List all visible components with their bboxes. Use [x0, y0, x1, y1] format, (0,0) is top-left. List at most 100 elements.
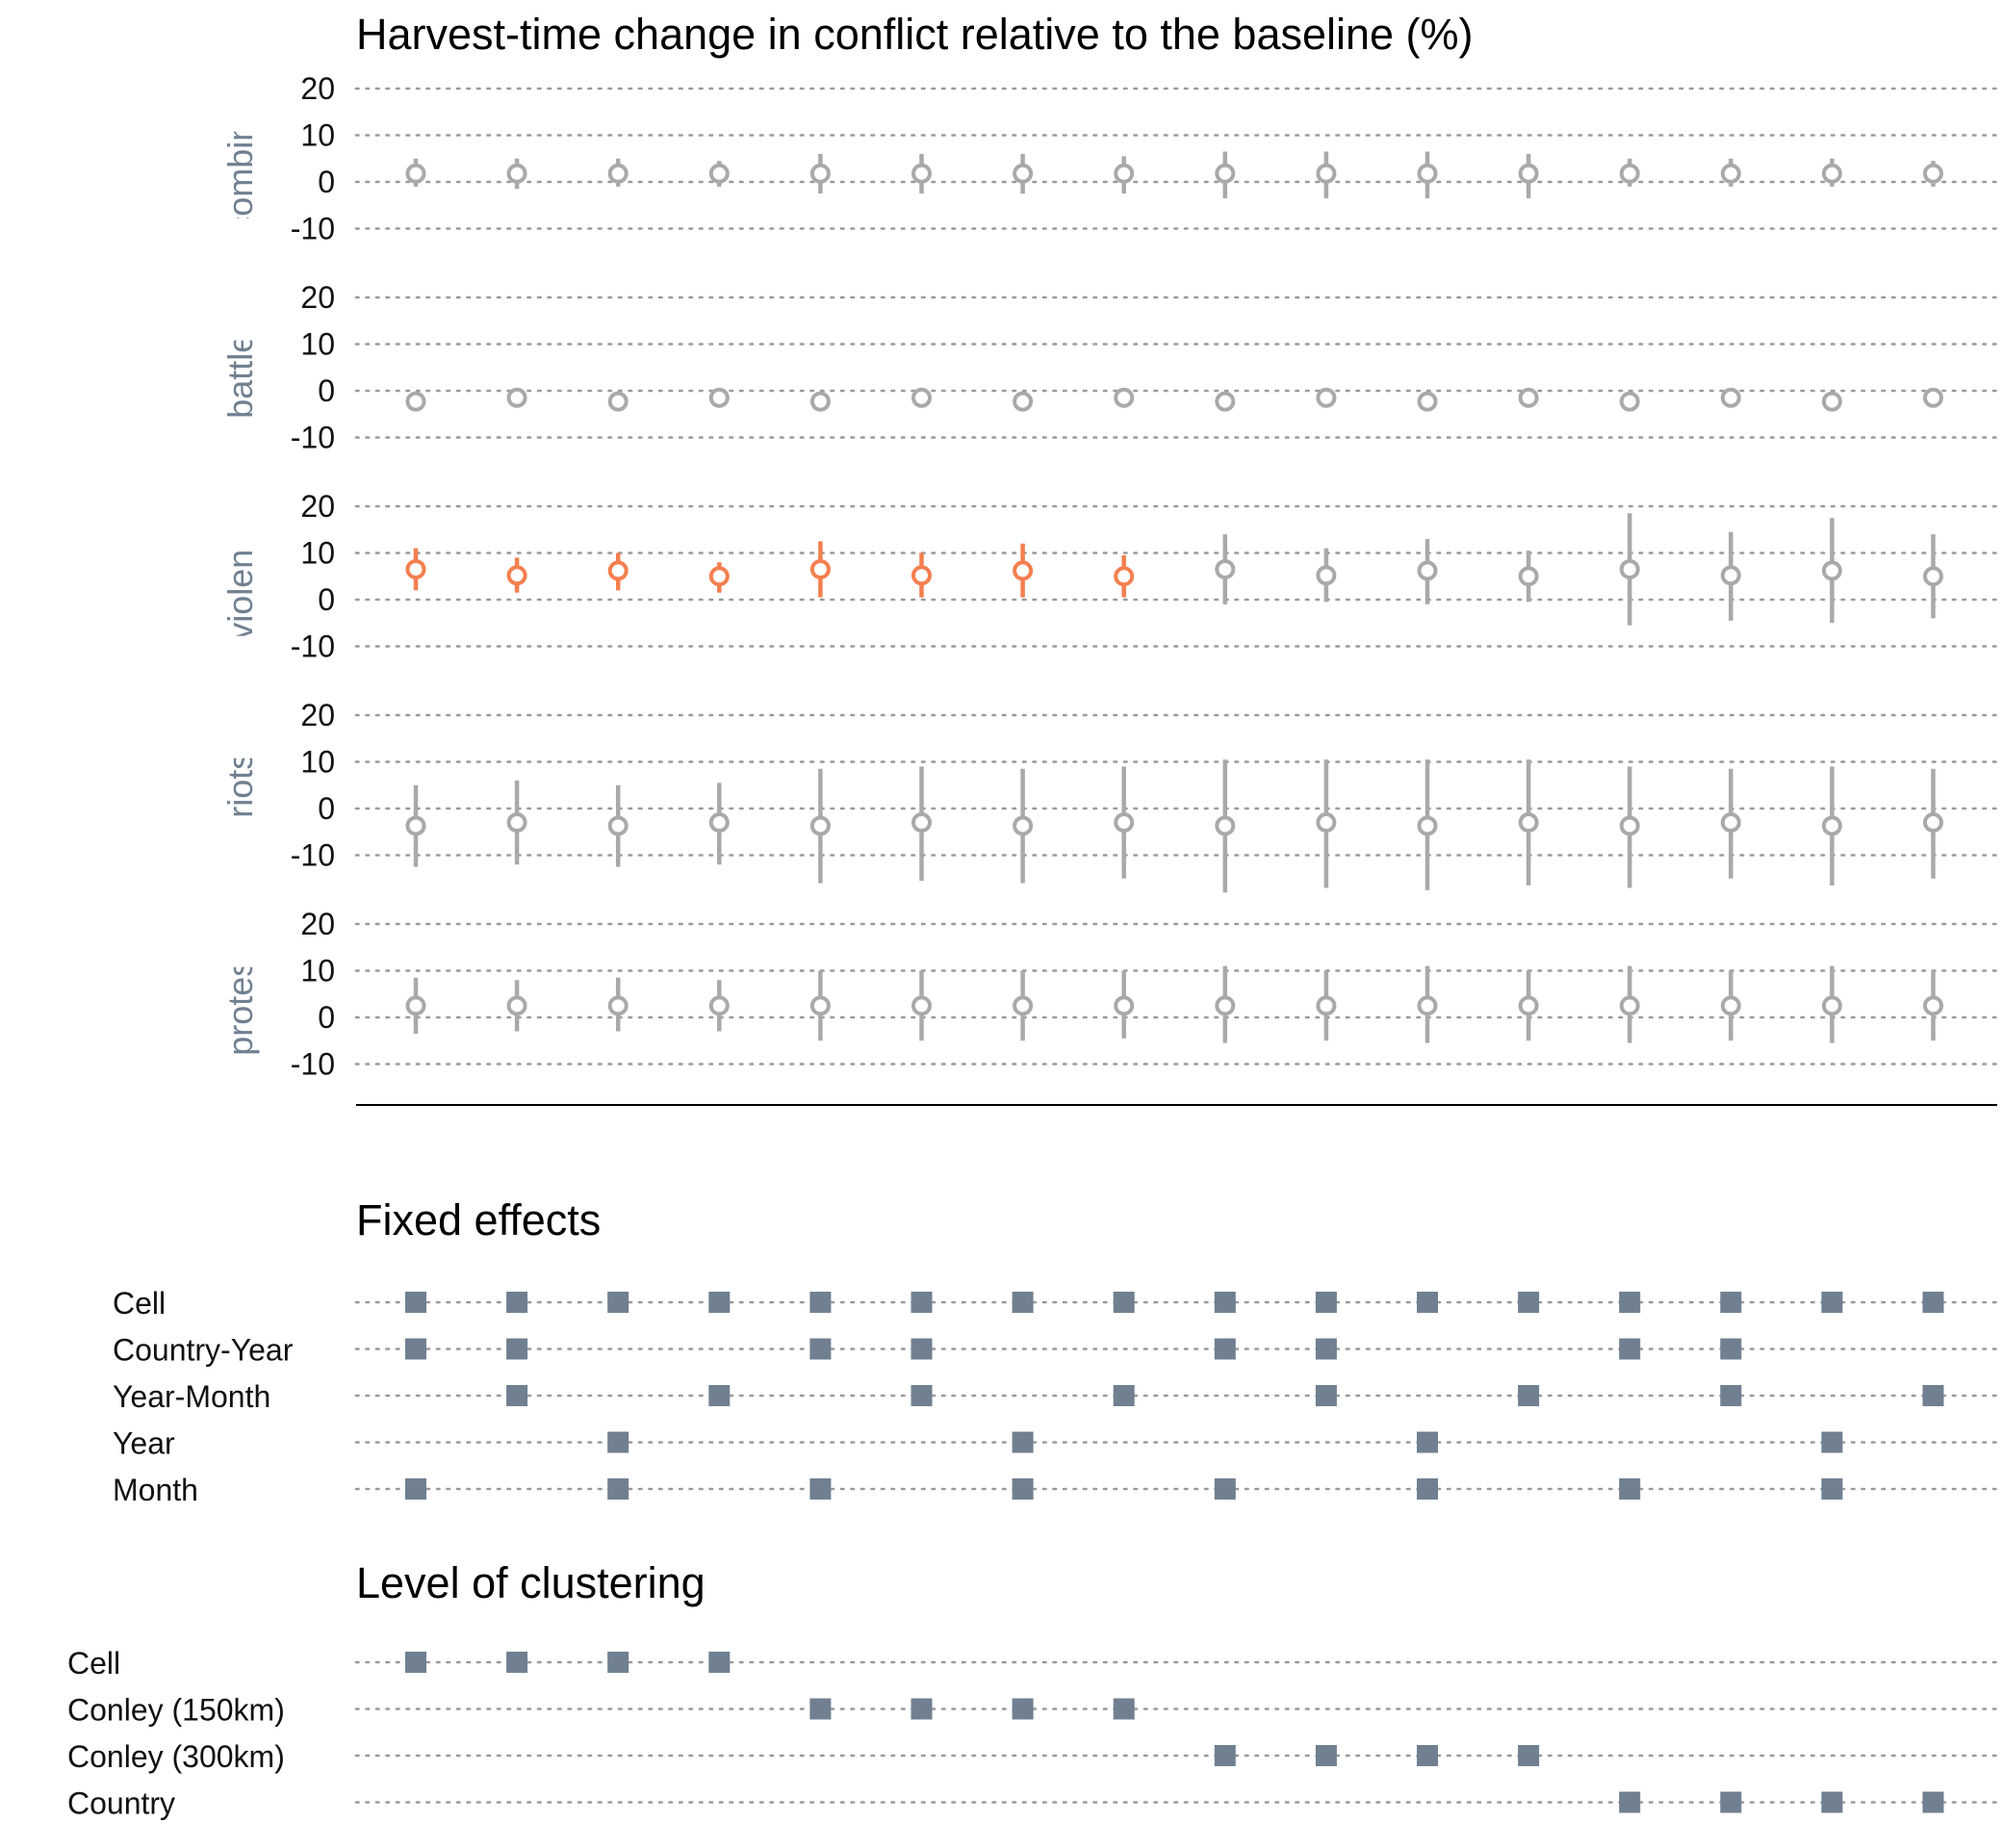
indicator-square [1417, 1292, 1438, 1313]
point-estimate [911, 163, 932, 184]
indicator-square [607, 1652, 629, 1673]
point-estimate [1316, 565, 1337, 586]
indicator-square [1315, 1338, 1337, 1360]
point-estimate [1619, 391, 1640, 412]
y-tick-label: -10 [291, 212, 335, 246]
point-estimate [1114, 995, 1135, 1016]
point-estimate [405, 391, 426, 412]
point-estimate [1619, 558, 1640, 579]
y-tick-label: 0 [318, 791, 335, 826]
point-estimate [1316, 163, 1337, 184]
point-estimate [911, 995, 932, 1016]
indicator-square [1518, 1385, 1540, 1406]
point-estimate [1316, 812, 1337, 834]
point-estimate [1518, 812, 1539, 834]
y-tick-label: 10 [300, 327, 335, 362]
point-estimate [1619, 815, 1640, 836]
point-estimate [1923, 812, 1943, 834]
indicator-square [1821, 1791, 1843, 1813]
indicator-square [809, 1338, 832, 1360]
point-estimate [405, 558, 426, 579]
point-estimate [1821, 560, 1842, 581]
point-estimate [1720, 565, 1741, 586]
point-estimate [1013, 163, 1034, 184]
point-estimate [708, 812, 730, 834]
panel-label: battles [220, 317, 260, 419]
point-estimate [708, 163, 730, 184]
row-label: Cell [67, 1646, 120, 1681]
y-tick-label: 20 [300, 698, 335, 732]
indicator-square [607, 1431, 629, 1453]
point-estimate [607, 560, 629, 581]
panel-combined: 20 10 0 -10 combined [220, 71, 1999, 246]
point-estimate [1114, 163, 1135, 184]
indicator-square [1214, 1292, 1236, 1313]
point-estimate [1619, 995, 1640, 1016]
indicator-square [809, 1478, 832, 1500]
point-estimate [809, 558, 831, 579]
y-tick-label: -10 [291, 421, 335, 455]
y-tick-label: 20 [300, 280, 335, 315]
point-estimate [607, 163, 629, 184]
indicator-square [1113, 1385, 1135, 1406]
y-tick-label: 10 [300, 118, 335, 153]
point-estimate [1923, 566, 1943, 587]
indicator-square [1821, 1478, 1843, 1500]
indicator-square [1619, 1791, 1641, 1813]
point-estimate [708, 995, 730, 1016]
point-estimate [1720, 163, 1741, 184]
indicator-square [1518, 1292, 1540, 1313]
indicator-square [1417, 1745, 1438, 1766]
point-estimate [1923, 163, 1943, 184]
indicator-square [1012, 1292, 1034, 1313]
y-tick-label: 20 [300, 489, 335, 524]
point-estimate [1821, 163, 1842, 184]
panel-label: riots [220, 753, 260, 818]
point-estimate [1114, 566, 1135, 587]
point-estimate [1316, 995, 1337, 1016]
point-estimate [405, 163, 426, 184]
point-estimate [1923, 995, 1943, 1016]
point-estimate [1417, 815, 1438, 836]
specification-tables: Fixed effects Cell Country-Year Year-Month Y… [67, 1195, 1999, 1821]
y-tick-label: -10 [291, 629, 335, 664]
row-label: Country [67, 1786, 175, 1821]
point-estimate [1518, 995, 1539, 1016]
point-estimate [1114, 387, 1135, 408]
point-estimate [1013, 391, 1034, 412]
y-tick-label: 10 [300, 954, 335, 988]
panel-label: combined [220, 84, 260, 234]
y-tick-label: 10 [300, 536, 335, 571]
indicator-table: Fixed effects Cell Country-Year Year-Month Y… [113, 1195, 1999, 1507]
indicator-square [1417, 1431, 1438, 1453]
row-label: Cell [113, 1286, 166, 1321]
indicator-square [506, 1652, 528, 1673]
point-estimate [1821, 815, 1842, 836]
point-estimate [911, 387, 932, 408]
indicator-square [1315, 1745, 1337, 1766]
point-estimate [911, 812, 932, 834]
coefficient-panels: 20 10 0 -10 combined 20 10 0 -10 battles 20 10 0 -10 v… [220, 71, 1999, 1082]
point-estimate [708, 566, 730, 587]
y-tick-label: -10 [291, 1047, 335, 1082]
table-title: Fixed effects [356, 1195, 601, 1245]
point-estimate [1013, 560, 1034, 581]
indicator-square [1214, 1478, 1236, 1500]
point-estimate [1720, 387, 1741, 408]
indicator-square [1012, 1478, 1034, 1500]
point-estimate [506, 387, 527, 408]
point-estimate [1518, 163, 1539, 184]
indicator-square [809, 1292, 832, 1313]
point-estimate [405, 815, 426, 836]
point-estimate [607, 391, 629, 412]
y-tick-label: 20 [300, 71, 335, 106]
point-estimate [1316, 387, 1337, 408]
indicator-square [607, 1292, 629, 1313]
indicator-square [506, 1385, 528, 1406]
indicator-square [506, 1292, 528, 1313]
point-estimate [405, 995, 426, 1016]
point-estimate [506, 812, 527, 834]
indicator-square [809, 1698, 832, 1720]
point-estimate [1518, 387, 1539, 408]
